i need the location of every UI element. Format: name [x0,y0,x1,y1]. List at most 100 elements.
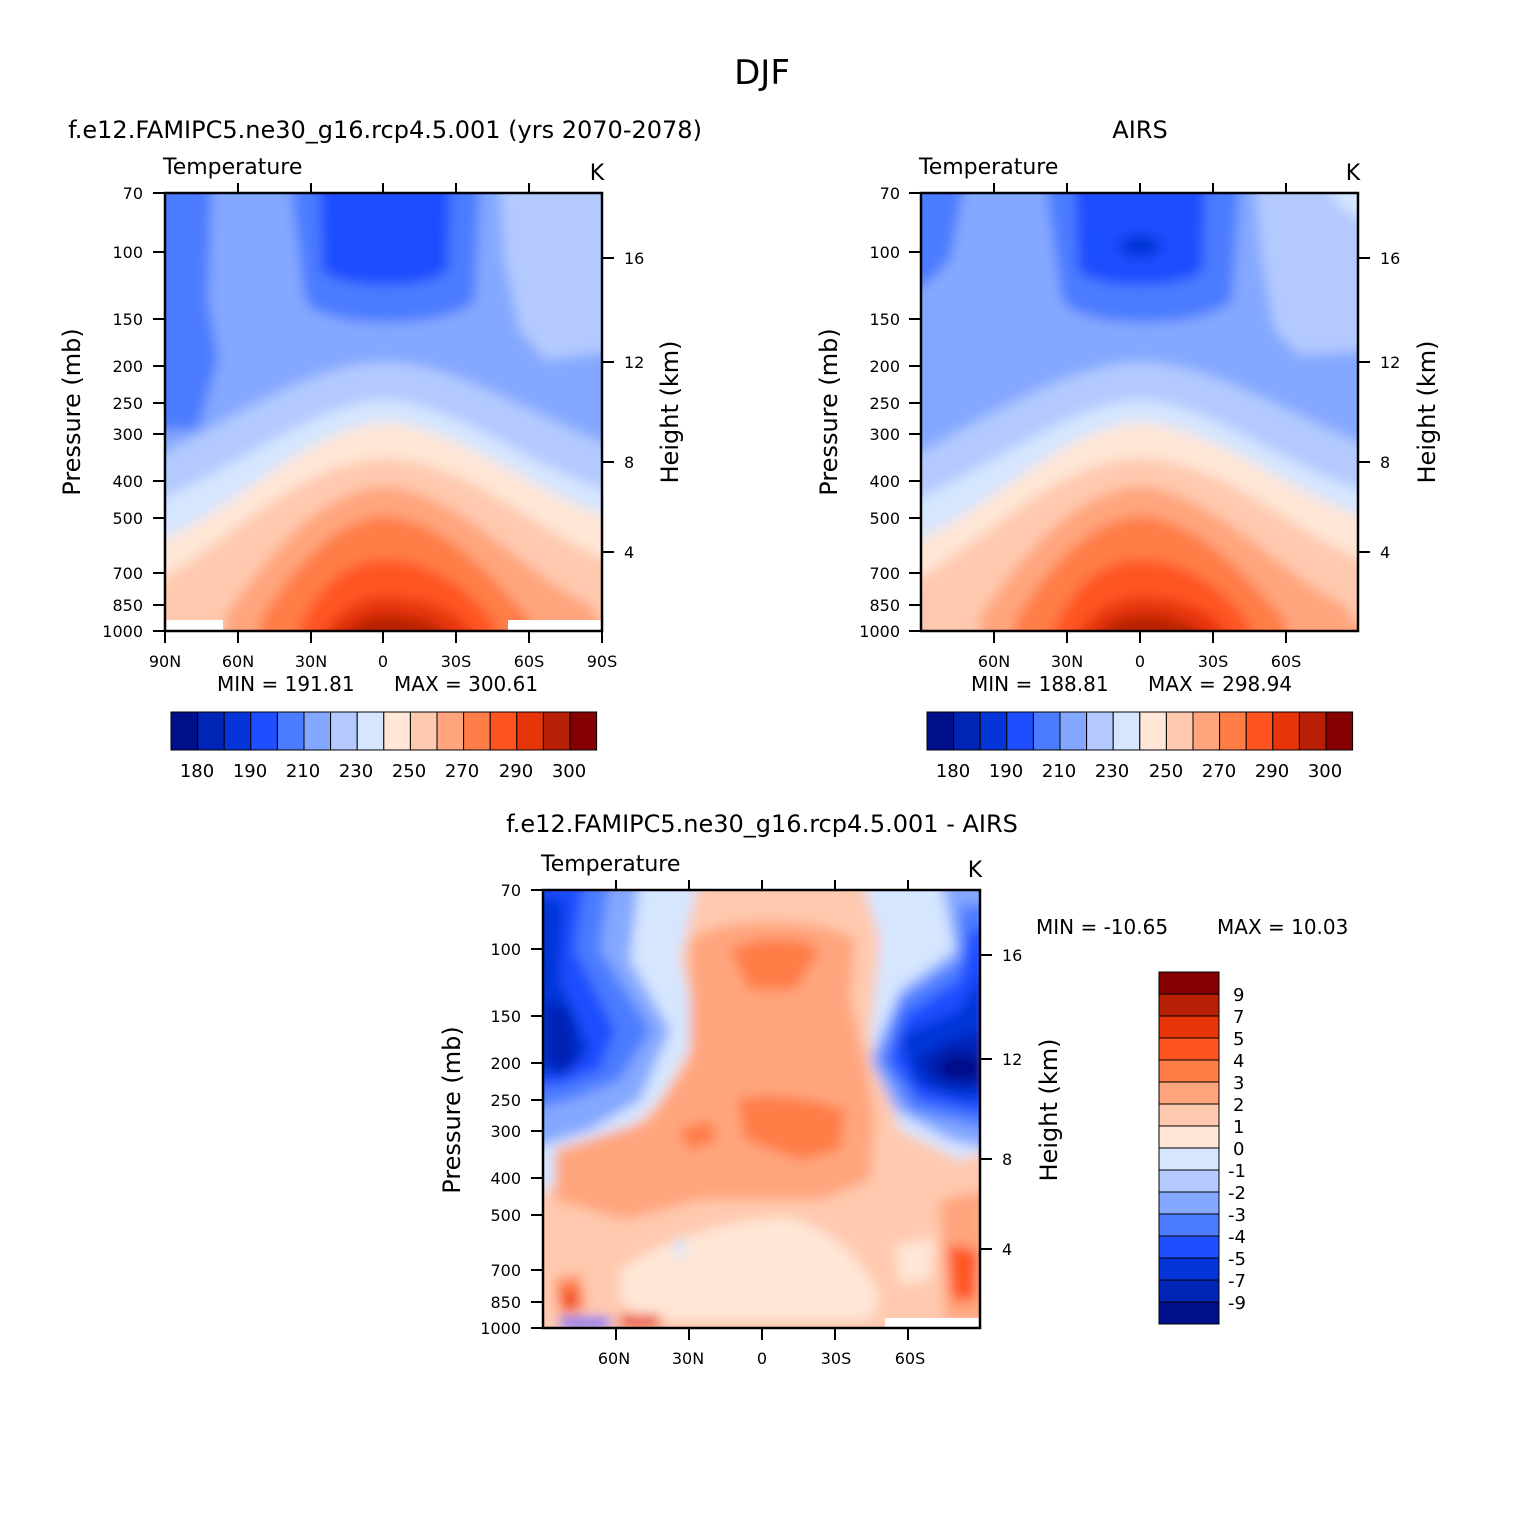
panel-model: f.e12.FAMIPC5.ne30_g16.rcp4.5.001 (yrs 2… [58,116,702,782]
figure-title: DJF [734,53,790,93]
colorbar-label: 9 [1233,985,1244,1006]
units-label: K [590,161,605,186]
colorbar-swatch [516,711,544,751]
colorbar-label: 0 [1233,1139,1244,1160]
colorbar-swatch [409,711,438,751]
y-tick-label: 850 [869,596,900,615]
colorbar-swatch [1086,711,1114,751]
colorbar-swatch [1158,1103,1220,1127]
colorbar-label: 180 [936,761,970,782]
colorbar-swatch [542,711,571,751]
x-ticks [993,183,1287,643]
y-tick-label: 850 [490,1293,521,1312]
colorbar-swatch [1158,971,1220,995]
min-stat: MIN = -10.65 [1036,915,1168,939]
y-tick-label: 200 [869,357,900,376]
colorbar-label: 270 [445,761,479,782]
colorbar-label: 4 [1233,1051,1244,1072]
y-tick-label: 100 [112,243,143,262]
colorbar [1158,971,1220,1325]
y-tick-label: 200 [112,357,143,376]
colorbar-swatch [436,711,465,751]
colorbar-swatch [1158,1059,1220,1083]
y-tick-label: 250 [869,394,900,413]
y-right-axis-title: Height (km) [1413,341,1441,484]
x-tick-label: 60N [978,652,1010,671]
y-right-tick-label: 4 [624,543,634,562]
colorbar-label: 5 [1233,1029,1244,1050]
contour-field [543,890,980,1328]
colorbar-swatch [463,711,491,751]
y-right-tick-label: 8 [1380,453,1390,472]
y-axis-title: Pressure (mb) [438,1026,466,1193]
colorbar-label: 190 [989,761,1023,782]
y-tick-label: 500 [869,509,900,528]
y-tick-label: 1000 [480,1319,521,1338]
y-tick-label: 250 [490,1091,521,1110]
panel-title: AIRS [1112,116,1167,144]
colorbar [926,711,1354,751]
colorbar-label: 180 [180,761,214,782]
y-tick-label: 850 [112,596,143,615]
colorbar-swatch [1158,1279,1220,1303]
y-right-tick-label: 12 [624,353,644,372]
y-right-tick-label: 12 [1380,353,1400,372]
colorbar-swatch [1158,1235,1220,1259]
colorbar-swatch [250,711,278,751]
colorbar-swatch [1158,1015,1220,1039]
x-tick-label: 90S [587,652,618,671]
colorbar-label: 2 [1233,1095,1244,1116]
colorbar-swatch [1272,711,1300,751]
colorbar-label: 230 [339,761,373,782]
colorbar-swatch [1158,1125,1220,1149]
variable-label: Temperature [540,852,680,877]
y-tick-label: 300 [869,425,900,444]
colorbar-swatch [276,711,305,751]
y-tick-label: 400 [112,472,143,491]
colorbar-swatch [223,711,252,751]
colorbar-swatch [926,711,955,751]
contour-field [921,193,1358,631]
colorbar-swatch [197,711,225,751]
y-right-tick-label: 12 [1002,1050,1022,1069]
y-tick-label: 1000 [102,622,143,641]
colorbar-swatch [1158,993,1220,1017]
colorbar-swatch [303,711,332,751]
x-tick-label: 60S [1271,652,1302,671]
y-tick-label: 700 [112,564,143,583]
x-tick-label: 0 [378,652,388,671]
y-tick-label: 70 [123,184,143,203]
max-stat: MAX = 300.61 [394,672,538,696]
variable-label: Temperature [918,155,1058,180]
y-tick-label: 150 [112,310,143,329]
y-right-axis-title: Height (km) [1035,1039,1063,1182]
y-tick-label: 70 [880,184,900,203]
colorbar-swatch [1325,711,1354,751]
colorbar-swatch [1165,711,1194,751]
x-tick-label: 60S [895,1349,926,1368]
colorbar-label: 210 [286,761,320,782]
colorbar-label: -4 [1228,1227,1246,1248]
x-tick-label: 60N [222,652,254,671]
y-tick-label: 300 [490,1122,521,1141]
colorbar-label: 290 [1255,761,1289,782]
colorbar-swatch [356,711,385,751]
colorbar-swatch [1245,711,1274,751]
colorbar-swatch [489,711,518,751]
colorbar-swatch [1139,711,1167,751]
y-right-tick-label: 16 [1380,249,1400,268]
colorbar-label: 230 [1095,761,1129,782]
colorbar-label: 250 [392,761,426,782]
colorbar-swatch [1219,711,1247,751]
panel-title: f.e12.FAMIPC5.ne30_g16.rcp4.5.001 - AIRS [506,810,1018,838]
y-axis-title: Pressure (mb) [58,328,86,495]
y-tick-label: 400 [490,1169,521,1188]
colorbar-label: -3 [1228,1205,1246,1226]
y-right-tick-label: 16 [624,249,644,268]
y-tick-label: 700 [490,1261,521,1280]
y-tick-label: 700 [869,564,900,583]
colorbar-label: 190 [233,761,267,782]
max-stat: MAX = 298.94 [1148,672,1292,696]
y-tick-label: 100 [869,243,900,262]
colorbar-swatch [1158,1037,1220,1061]
